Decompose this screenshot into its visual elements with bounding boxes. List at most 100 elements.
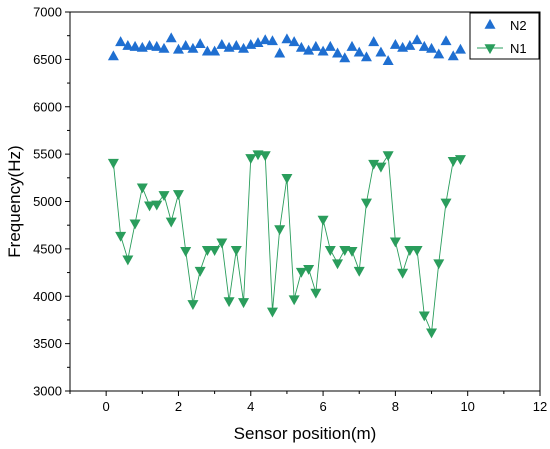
data-point-n1 [165,217,177,228]
y-tick-label: 4000 [33,289,62,304]
data-point-n1 [303,265,315,275]
data-point-n1 [245,154,257,165]
data-point-n1 [454,155,466,166]
data-point-n2 [418,40,430,51]
series-layer [107,32,466,339]
data-point-n2 [404,39,416,50]
data-point-n1 [332,259,344,270]
data-point-n1 [324,246,336,256]
data-point-n1 [238,298,250,309]
data-point-n1 [230,246,242,256]
y-axis-title: Frequency(Hz) [5,145,24,257]
data-point-n2 [158,42,170,53]
y-tick-label: 7000 [33,5,62,20]
data-point-n2 [339,52,351,63]
data-point-n1 [295,267,307,278]
y-tick-label: 3000 [33,384,62,399]
data-point-n2 [274,47,286,58]
data-point-n1 [360,198,372,209]
data-point-n2 [324,40,336,51]
data-point-n1 [411,246,423,256]
axes-layer: 0 2 4 6 8 10 12 3000 3500 4000 4500 5000 5500 6000 650… [33,5,547,415]
data-point-n1 [151,200,163,211]
data-point-n2 [281,33,293,44]
data-point-n2 [187,42,199,53]
data-point-n2 [151,40,163,51]
data-point-n1 [353,266,365,277]
x-axis-title: Sensor position(m) [234,424,377,443]
data-point-n2 [165,32,177,43]
data-point-n1 [201,246,213,256]
legend-box [469,12,540,60]
data-point-n2 [107,50,119,61]
y-tick-label: 4500 [33,241,62,256]
data-point-n1 [223,297,235,308]
data-point-n2 [375,46,387,57]
data-point-n2 [129,40,141,51]
data-point-n2 [295,41,307,52]
data-point-n2 [346,40,358,51]
data-point-n2 [194,38,206,48]
data-point-n1 [310,288,322,299]
data-point-n1 [389,237,401,248]
data-point-n2 [288,36,300,47]
data-point-n2 [317,45,329,56]
data-point-n2 [360,51,372,62]
data-point-n1 [397,268,409,279]
data-point-n2 [368,36,380,47]
data-point-n2 [332,47,344,58]
data-point-n2 [266,35,278,46]
legend-label: N1 [510,41,527,56]
x-tick-label: 6 [319,399,326,414]
data-point-n2 [259,34,271,45]
data-point-n1 [209,246,221,256]
data-point-n2 [252,37,264,48]
legend: N2 N1 [469,12,540,60]
y-tick-label: 5000 [33,194,62,209]
data-point-n1 [433,259,445,270]
data-point-n2 [411,34,423,45]
data-point-n2 [216,39,228,49]
data-point-n1 [418,311,430,322]
data-point-n2 [144,39,156,50]
data-point-n1 [158,191,170,202]
y-tick-label: 6000 [33,99,62,114]
data-point-n2 [353,46,365,57]
x-tick-label: 12 [533,399,547,414]
data-point-n1 [375,162,387,173]
data-point-n2 [209,45,221,56]
x-tick-label: 8 [392,399,399,414]
data-point-n2 [440,35,452,46]
data-point-n1 [136,183,148,194]
legend-marker [484,18,496,29]
data-point-n2 [238,42,250,53]
data-point-n2 [426,42,438,53]
data-point-n1 [317,215,329,226]
data-point-n2 [303,44,315,55]
x-tick-label: 0 [103,399,110,414]
data-point-n2 [115,36,127,47]
data-point-n1 [426,328,438,339]
data-point-n1 [281,174,293,184]
data-point-n2 [180,39,192,50]
data-point-n1 [274,225,286,236]
data-point-n1 [440,198,452,209]
data-point-n2 [172,43,184,54]
y-tick-label: 5500 [33,147,62,162]
x-tick-label: 4 [247,399,254,414]
x-tick-label: 10 [460,399,474,414]
data-point-n1 [122,255,134,266]
data-point-n1 [259,151,271,162]
data-point-n2 [310,40,322,51]
series-n1 [107,150,466,339]
legend-marker [484,44,496,55]
data-point-n2 [454,43,466,54]
y-tick-label: 3500 [33,336,62,351]
data-point-n2 [447,50,459,61]
data-point-n1 [129,219,141,230]
data-point-n1 [266,307,278,318]
data-point-n2 [389,39,401,49]
data-point-n2 [230,39,242,50]
data-point-n1 [172,190,184,201]
